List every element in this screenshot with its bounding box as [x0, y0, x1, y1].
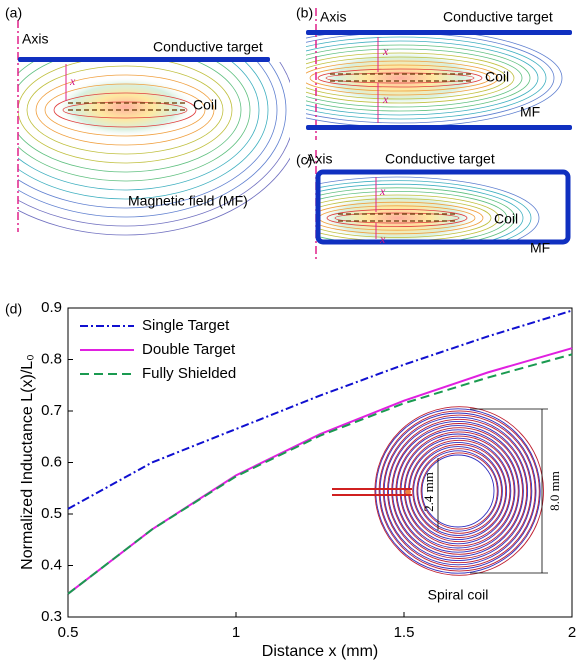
target-plate [18, 57, 270, 62]
coil-turn [393, 426, 524, 557]
diagrams: (a) Axis Conductive target Coil Magnetic… [0, 0, 572, 262]
panel-label: (a) [5, 5, 22, 21]
coil-label: Coil [485, 69, 509, 85]
field-label: MF [530, 240, 550, 256]
inner-diameter-label: 2.4 mm [421, 472, 436, 512]
legend-label: Double Target [142, 341, 236, 358]
axis-label: Axis [320, 9, 346, 25]
target-plate [306, 125, 572, 130]
x-tick-label: 1.5 [394, 624, 415, 641]
target-label: Conductive target [385, 151, 495, 167]
field-label: Magnetic field (MF) [128, 193, 248, 209]
y-axis-title: Normalized Inductance L(x)/L₀ [19, 354, 36, 570]
chart: (d) Distance x (mm) Normalized Inductanc… [5, 299, 576, 660]
y-tick-label: 0.5 [41, 505, 62, 522]
distance-label: x [382, 44, 389, 58]
x-axis-title: Distance x (mm) [262, 643, 378, 660]
inset-title: Spiral coil [428, 587, 489, 603]
y-tick-label: 0.6 [41, 453, 62, 470]
y-tick-label: 0.7 [41, 402, 62, 419]
distance-label: x [69, 74, 76, 88]
outer-diameter-label: 8.0 mm [547, 471, 562, 511]
y-tick-label: 0.4 [41, 556, 62, 573]
coil-heat [315, 50, 485, 106]
legend-label: Fully Shielded [142, 365, 236, 382]
coil-heat [55, 77, 195, 137]
legend-label: Single Target [142, 317, 230, 334]
field-label: MF [520, 104, 540, 120]
y-tick-label: 0.8 [41, 350, 62, 367]
coil-heat [318, 192, 478, 244]
panel-label: (b) [296, 5, 313, 21]
coil-turn [397, 430, 519, 552]
coil-label: Coil [193, 97, 217, 113]
y-tick-label: 0.3 [41, 608, 62, 625]
target-label: Conductive target [153, 39, 263, 55]
distance-label: x [379, 232, 386, 246]
panel-label: (d) [5, 301, 22, 317]
figure: (a) Axis Conductive target Coil Magnetic… [0, 0, 579, 665]
series-line [68, 354, 572, 593]
axis-label: Axis [22, 31, 48, 47]
target-label: Conductive target [443, 9, 553, 25]
coil-label: Coil [494, 211, 518, 227]
target-plate [306, 30, 572, 35]
y-tick-label: 0.9 [41, 299, 62, 316]
x-tick-label: 1 [232, 624, 240, 641]
spiral-inset [375, 407, 544, 576]
distance-label: x [382, 92, 389, 106]
x-tick-label: 0.5 [58, 624, 79, 641]
distance-label: x [379, 184, 386, 198]
x-tick-label: 2 [568, 624, 576, 641]
axis-label: Axis [306, 151, 332, 167]
